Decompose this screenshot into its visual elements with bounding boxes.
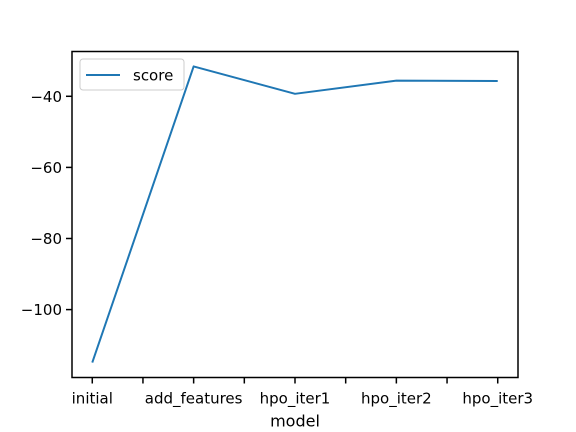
legend-label-score: score bbox=[133, 67, 173, 85]
y-tick-label: −80 bbox=[30, 230, 62, 248]
x-axis-label: model bbox=[270, 412, 320, 431]
y-tick-label: −100 bbox=[21, 301, 62, 319]
legend: score bbox=[79, 58, 185, 91]
y-tick-label: −60 bbox=[30, 159, 62, 177]
ticks-layer: initial add_features hpo_iter1 hpo_iter2 hpo… bbox=[21, 88, 533, 409]
x-tick-label: hpo_iter3 bbox=[462, 390, 533, 409]
y-tick-label: −40 bbox=[30, 88, 62, 106]
x-tick-label: add_features bbox=[145, 390, 243, 409]
series-line-score bbox=[91, 65, 498, 363]
legend-box bbox=[79, 58, 185, 91]
x-tick-label: initial bbox=[72, 390, 113, 408]
series-layer bbox=[91, 65, 498, 363]
x-tick-label: hpo_iter1 bbox=[260, 390, 331, 409]
plot-area-frame bbox=[71, 50, 519, 379]
x-tick-label: hpo_iter2 bbox=[361, 390, 432, 409]
